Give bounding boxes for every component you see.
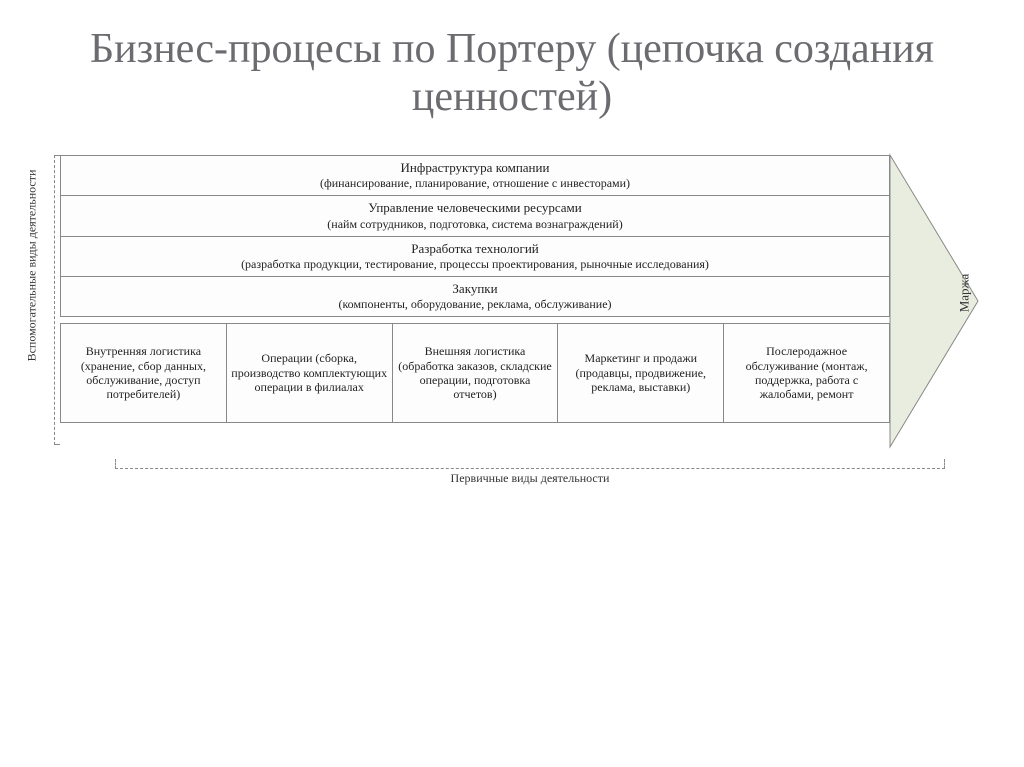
page-title: Бизнес-процесы по Портеру (цепочка созда… [0,0,1024,132]
support-activities-block: Инфраструктура компании (финансирование,… [60,155,890,317]
row-sub: (найм сотрудников, подготовка, система в… [69,217,881,232]
row-sub: (финансирование, планирование, отношение… [69,176,881,191]
row-title: Закупки [69,281,881,297]
support-row-hr: Управление человеческими ресурсами (найм… [61,196,889,236]
support-activities-label-text: Вспомогательные виды деятельности [25,169,40,361]
support-row-infrastructure: Инфраструктура компании (финансирование,… [61,156,889,196]
bracket-line [115,459,945,469]
left-dashed-bracket [54,155,60,445]
support-row-tech: Разработка технологий (разработка продук… [61,237,889,277]
support-activities-label: Вспомогательные виды деятельности [12,165,52,365]
primary-cell-operations: Операции (сборка, производство комплекту… [226,323,392,423]
primary-activities-block: Внутренняя логистика (хранение, сбор дан… [60,323,890,423]
row-title: Разработка технологий [69,241,881,257]
primary-cell-marketing: Маркетинг и продажи (продавцы, продвижен… [557,323,723,423]
support-row-procurement: Закупки (компоненты, оборудование, рекла… [61,277,889,316]
primary-cell-outbound: Внешняя логистика (обработка заказов, ск… [392,323,558,423]
row-sub: (разработка продукции, тестирование, про… [69,257,881,272]
row-title: Инфраструктура компании [69,160,881,176]
row-title: Управление человеческими ресурсами [69,200,881,216]
primary-cell-inbound: Внутренняя логистика (хранение, сбор дан… [60,323,226,423]
primary-activities-bracket: Первичные виды деятельности [115,455,945,486]
row-sub: (компоненты, оборудование, реклама, обсл… [69,297,881,312]
margin-label: Маржа [956,274,972,313]
value-chain-diagram: Вспомогательные виды деятельности Инфрас… [60,155,980,423]
primary-cell-service: Послеродажное обслуживание (монтаж, подд… [723,323,890,423]
primary-activities-label: Первичные виды деятельности [451,471,610,485]
